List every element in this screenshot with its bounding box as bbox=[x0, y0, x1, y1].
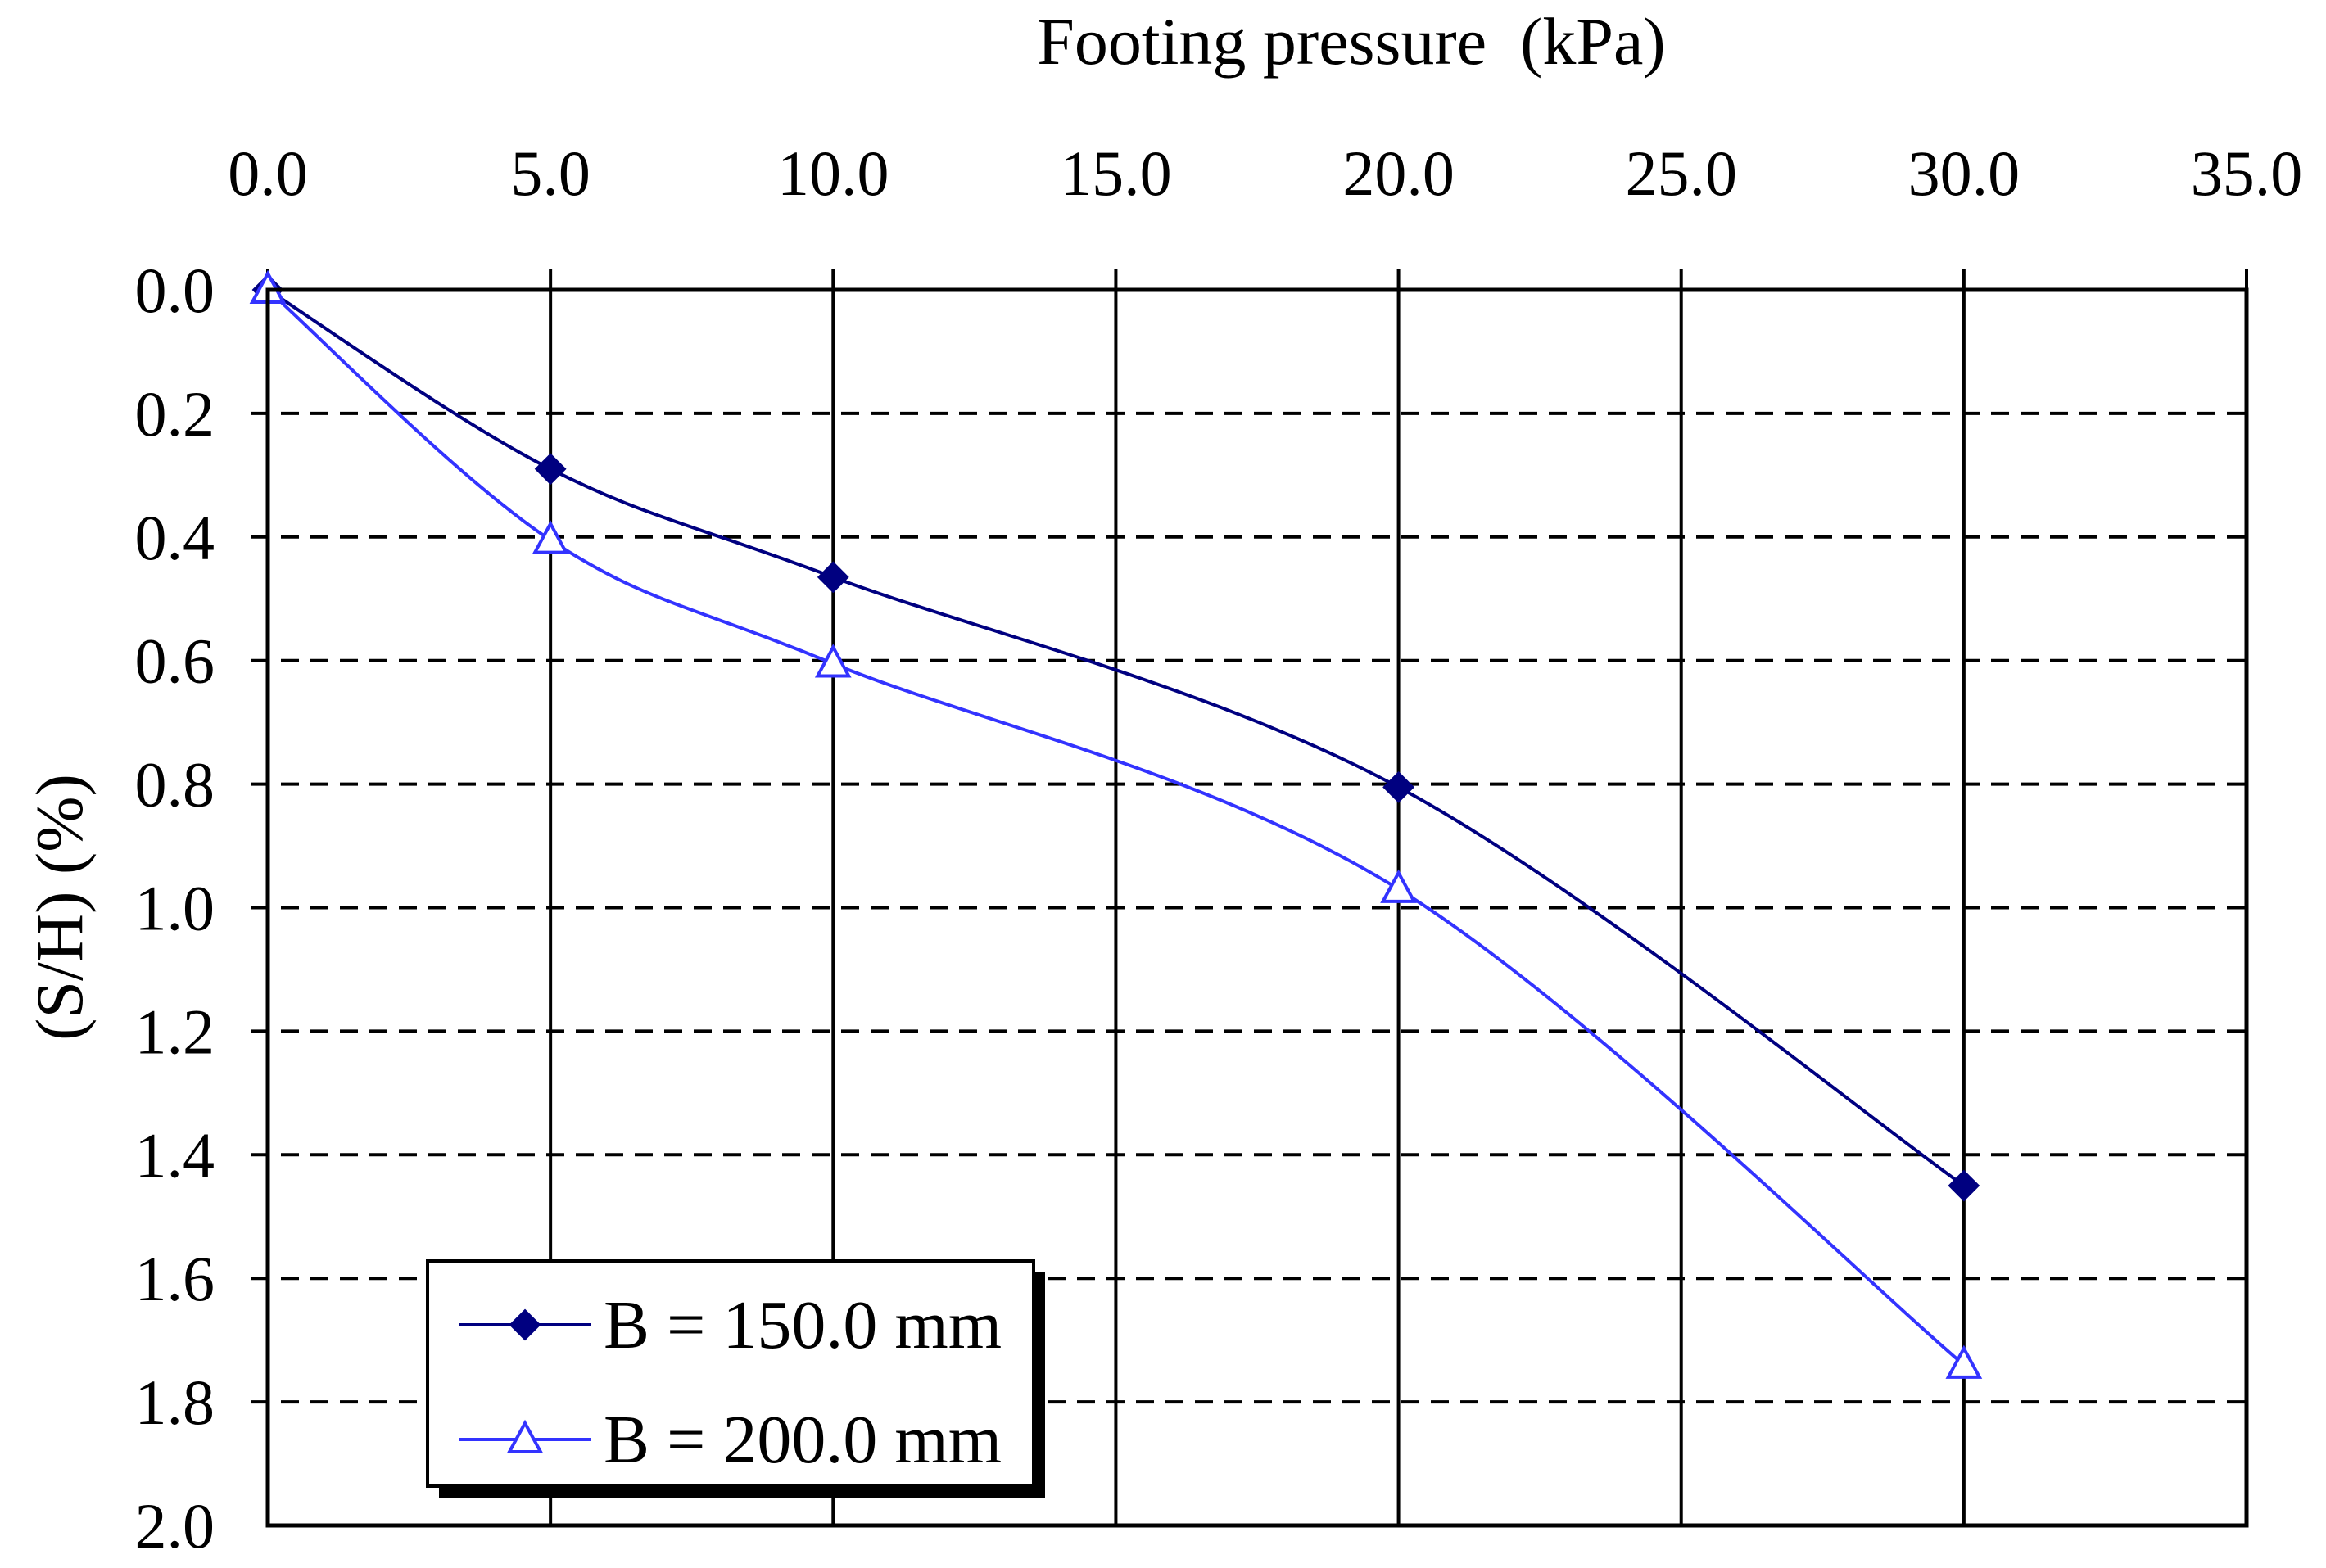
plot-frame bbox=[265, 287, 2249, 1528]
y-tick-label: 1.4 bbox=[135, 1119, 215, 1191]
y-tick-label: 0.6 bbox=[135, 626, 215, 697]
data-point-triangle bbox=[1380, 869, 1417, 903]
data-point-diamond bbox=[509, 1308, 541, 1341]
y-axis-title: (S/H) (%) bbox=[22, 774, 97, 1041]
data-point-triangle bbox=[1945, 1344, 1983, 1379]
x-tick-label: 35.0 bbox=[2191, 138, 2303, 209]
data-point-triangle bbox=[506, 1419, 544, 1453]
x-tick-label: 5.0 bbox=[510, 138, 591, 209]
tick-labels: 0.0 5.0 10.0 15.0 20.0 25.0 30.0 35.0 0.0 0.2 0.4 0… bbox=[135, 138, 2303, 1561]
y-tick-label: 0.8 bbox=[135, 749, 215, 820]
y-tick-label: 0.0 bbox=[135, 255, 215, 326]
series-line bbox=[266, 288, 1966, 1187]
y-tick-label: 1.6 bbox=[135, 1243, 215, 1314]
x-tick-label: 0.0 bbox=[228, 138, 308, 209]
y-tick-label: 2.0 bbox=[135, 1490, 215, 1561]
data-point-diamond bbox=[534, 453, 567, 486]
y-tick-label: 1.8 bbox=[135, 1367, 215, 1438]
y-tick-label: 1.2 bbox=[135, 996, 215, 1067]
legend: B = 150.0 mm B = 200.0 mm bbox=[426, 1259, 1045, 1498]
y-tick-label: 0.2 bbox=[135, 378, 215, 450]
data-point-diamond bbox=[817, 561, 849, 594]
y-tick-label: 0.4 bbox=[135, 502, 215, 573]
legend-label: B = 200.0 mm bbox=[604, 1402, 1002, 1478]
x-tick-label: 10.0 bbox=[777, 138, 889, 209]
y-tick-label: 1.0 bbox=[135, 873, 215, 944]
x-axis-title: Footing pressure (kPa) bbox=[1037, 4, 1666, 79]
data-point-diamond bbox=[1948, 1169, 1980, 1202]
x-tick-label: 20.0 bbox=[1342, 138, 1455, 209]
data-point-diamond bbox=[1382, 770, 1414, 803]
legend-label: B = 150.0 mm bbox=[604, 1287, 1002, 1363]
x-tick-label: 25.0 bbox=[1625, 138, 1737, 209]
data-point-triangle bbox=[814, 644, 852, 678]
x-tick-label: 30.0 bbox=[1908, 138, 2021, 209]
x-tick-label: 15.0 bbox=[1060, 138, 1172, 209]
data-point-triangle bbox=[532, 520, 569, 554]
series-line bbox=[266, 288, 1966, 1367]
